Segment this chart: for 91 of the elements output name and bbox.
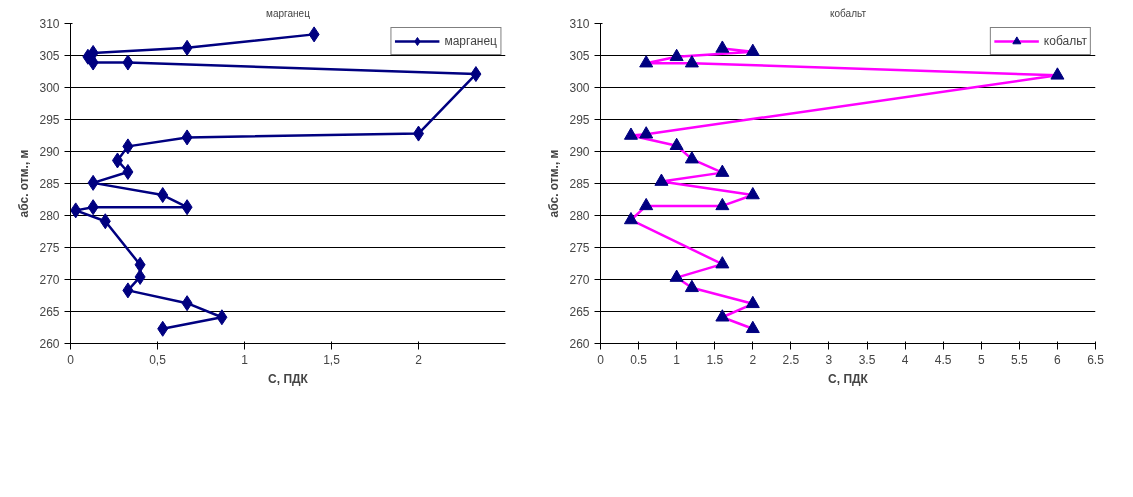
point [470, 66, 482, 83]
y-tick-label: 300 [39, 81, 60, 95]
x-tick-label: 4 [901, 352, 909, 367]
point [669, 137, 684, 150]
point [87, 174, 99, 191]
x-tick-label: 5.5 [1011, 352, 1029, 367]
point [122, 54, 134, 71]
point [745, 43, 760, 56]
point [87, 199, 99, 216]
y-tick-label: 285 [569, 177, 590, 191]
x-tick-label: 5 [977, 352, 985, 367]
point [745, 320, 760, 334]
legend-label: кобальт [1043, 34, 1087, 48]
x-tick-label: 1 [673, 352, 681, 367]
y-tick-label: 270 [569, 273, 590, 287]
y-tick-label: 285 [39, 177, 60, 191]
x-tick-label: 1 [241, 352, 249, 367]
y-axis-title: абс. отм., м [17, 149, 32, 218]
y-tick-label: 265 [39, 305, 60, 319]
point [669, 48, 684, 62]
x-tick-label: 0.5 [630, 352, 648, 367]
y-tick-label: 295 [39, 113, 60, 127]
point [308, 26, 320, 43]
y-axis-title: абс. отм., м [547, 149, 562, 218]
x-tick-label: 3.5 [858, 352, 876, 367]
x-tick-label: 6.5 [1087, 352, 1105, 367]
point [715, 197, 730, 211]
y-tick-label: 275 [569, 241, 590, 255]
point [134, 268, 146, 285]
point [745, 187, 760, 200]
point [715, 164, 730, 177]
x-tick-label: 2 [415, 352, 423, 367]
point [654, 173, 669, 186]
x-tick-label: 3 [825, 352, 833, 367]
x-tick-label: 2.5 [782, 352, 800, 367]
y-tick-label: 305 [39, 49, 60, 63]
point [684, 151, 699, 164]
point [99, 213, 111, 230]
point [639, 55, 654, 68]
point [684, 55, 699, 68]
y-tick-label: 270 [39, 273, 60, 287]
point [216, 309, 228, 326]
point [157, 187, 169, 204]
point [157, 320, 169, 337]
x-tick-label: 6 [1054, 352, 1062, 367]
point [669, 269, 684, 282]
y-tick-label: 280 [39, 209, 60, 223]
point [181, 39, 193, 56]
point [715, 40, 730, 53]
x-axis-title: С, ПДК [828, 371, 869, 386]
y-tick-label: 265 [569, 305, 590, 319]
point [122, 163, 134, 180]
x-tick-label: 0 [67, 352, 75, 367]
x-tick-label: 1.5 [706, 352, 724, 367]
chart-title: кобальт [830, 7, 867, 19]
y-tick-label: 300 [569, 81, 590, 95]
point [122, 138, 134, 155]
y-tick-label: 295 [569, 113, 590, 127]
point [623, 127, 638, 140]
x-tick-label: 2 [749, 352, 757, 367]
point [70, 202, 82, 219]
y-tick-label: 260 [39, 337, 60, 351]
point [181, 295, 193, 312]
point [181, 199, 193, 216]
x-tick-label: 4.5 [934, 352, 952, 367]
point [623, 211, 638, 225]
point [639, 197, 654, 211]
chart-title: марганец [266, 7, 311, 19]
point [745, 295, 760, 309]
point [684, 279, 699, 293]
y-tick-label: 290 [569, 145, 590, 159]
x-axis-title: С, ПДК [268, 371, 309, 386]
point [134, 256, 146, 273]
point [111, 152, 123, 169]
point [181, 129, 193, 146]
y-tick-label: 260 [569, 337, 590, 351]
y-tick-label: 305 [569, 49, 590, 63]
y-tick-label: 290 [39, 145, 60, 159]
legend-label: марганец [444, 34, 497, 48]
point [122, 282, 134, 299]
y-tick-label: 310 [39, 17, 60, 31]
point [715, 309, 730, 322]
point [639, 126, 654, 139]
y-tick-label: 280 [569, 209, 590, 223]
point [715, 256, 730, 269]
y-tick-label: 275 [39, 241, 60, 255]
x-tick-label: 0 [597, 352, 605, 367]
y-tick-label: 310 [569, 17, 590, 31]
point [1050, 67, 1065, 80]
x-tick-label: 0,5 [149, 352, 167, 367]
x-tick-label: 1,5 [323, 352, 341, 367]
